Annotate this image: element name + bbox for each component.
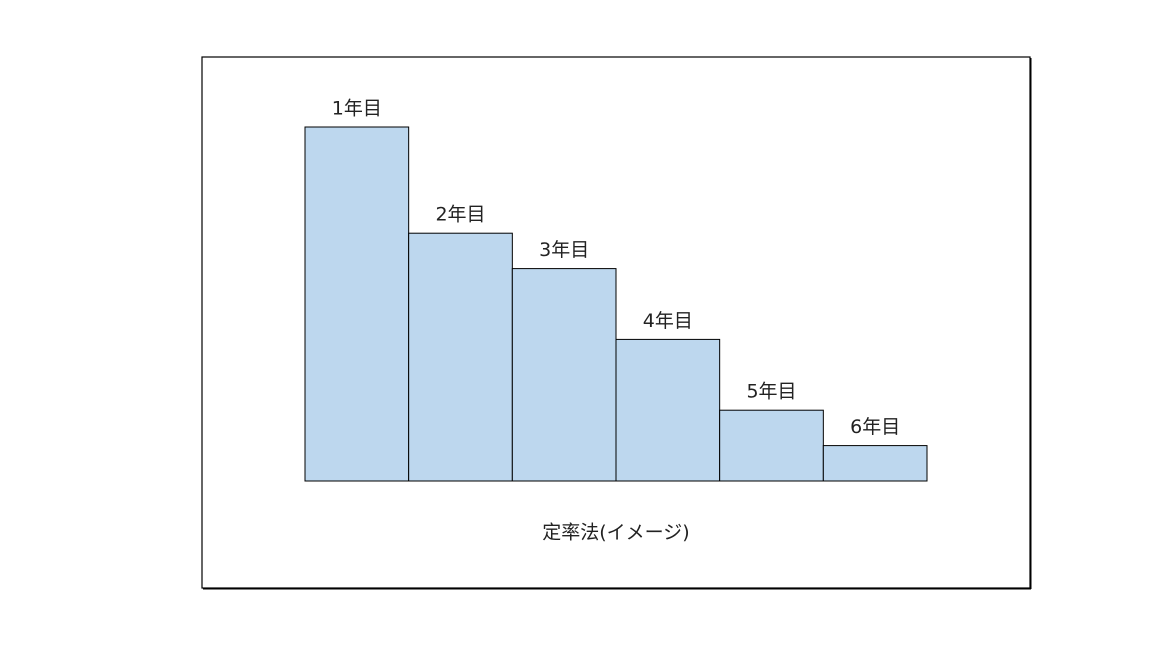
- bar-label: 1年目: [332, 98, 382, 120]
- bar-label: 5年目: [746, 381, 796, 403]
- bar-label: 2年目: [435, 204, 485, 226]
- bar: [822, 445, 928, 482]
- bar-label: 3年目: [539, 239, 589, 261]
- chart-title: 定率法(イメージ): [542, 522, 689, 544]
- bar: [511, 268, 617, 482]
- bar: [719, 409, 824, 482]
- bar-label: 4年目: [643, 310, 693, 332]
- bar-label: 6年目: [850, 416, 900, 438]
- bar: [615, 338, 721, 482]
- bar: [304, 126, 410, 482]
- bar: [408, 232, 513, 482]
